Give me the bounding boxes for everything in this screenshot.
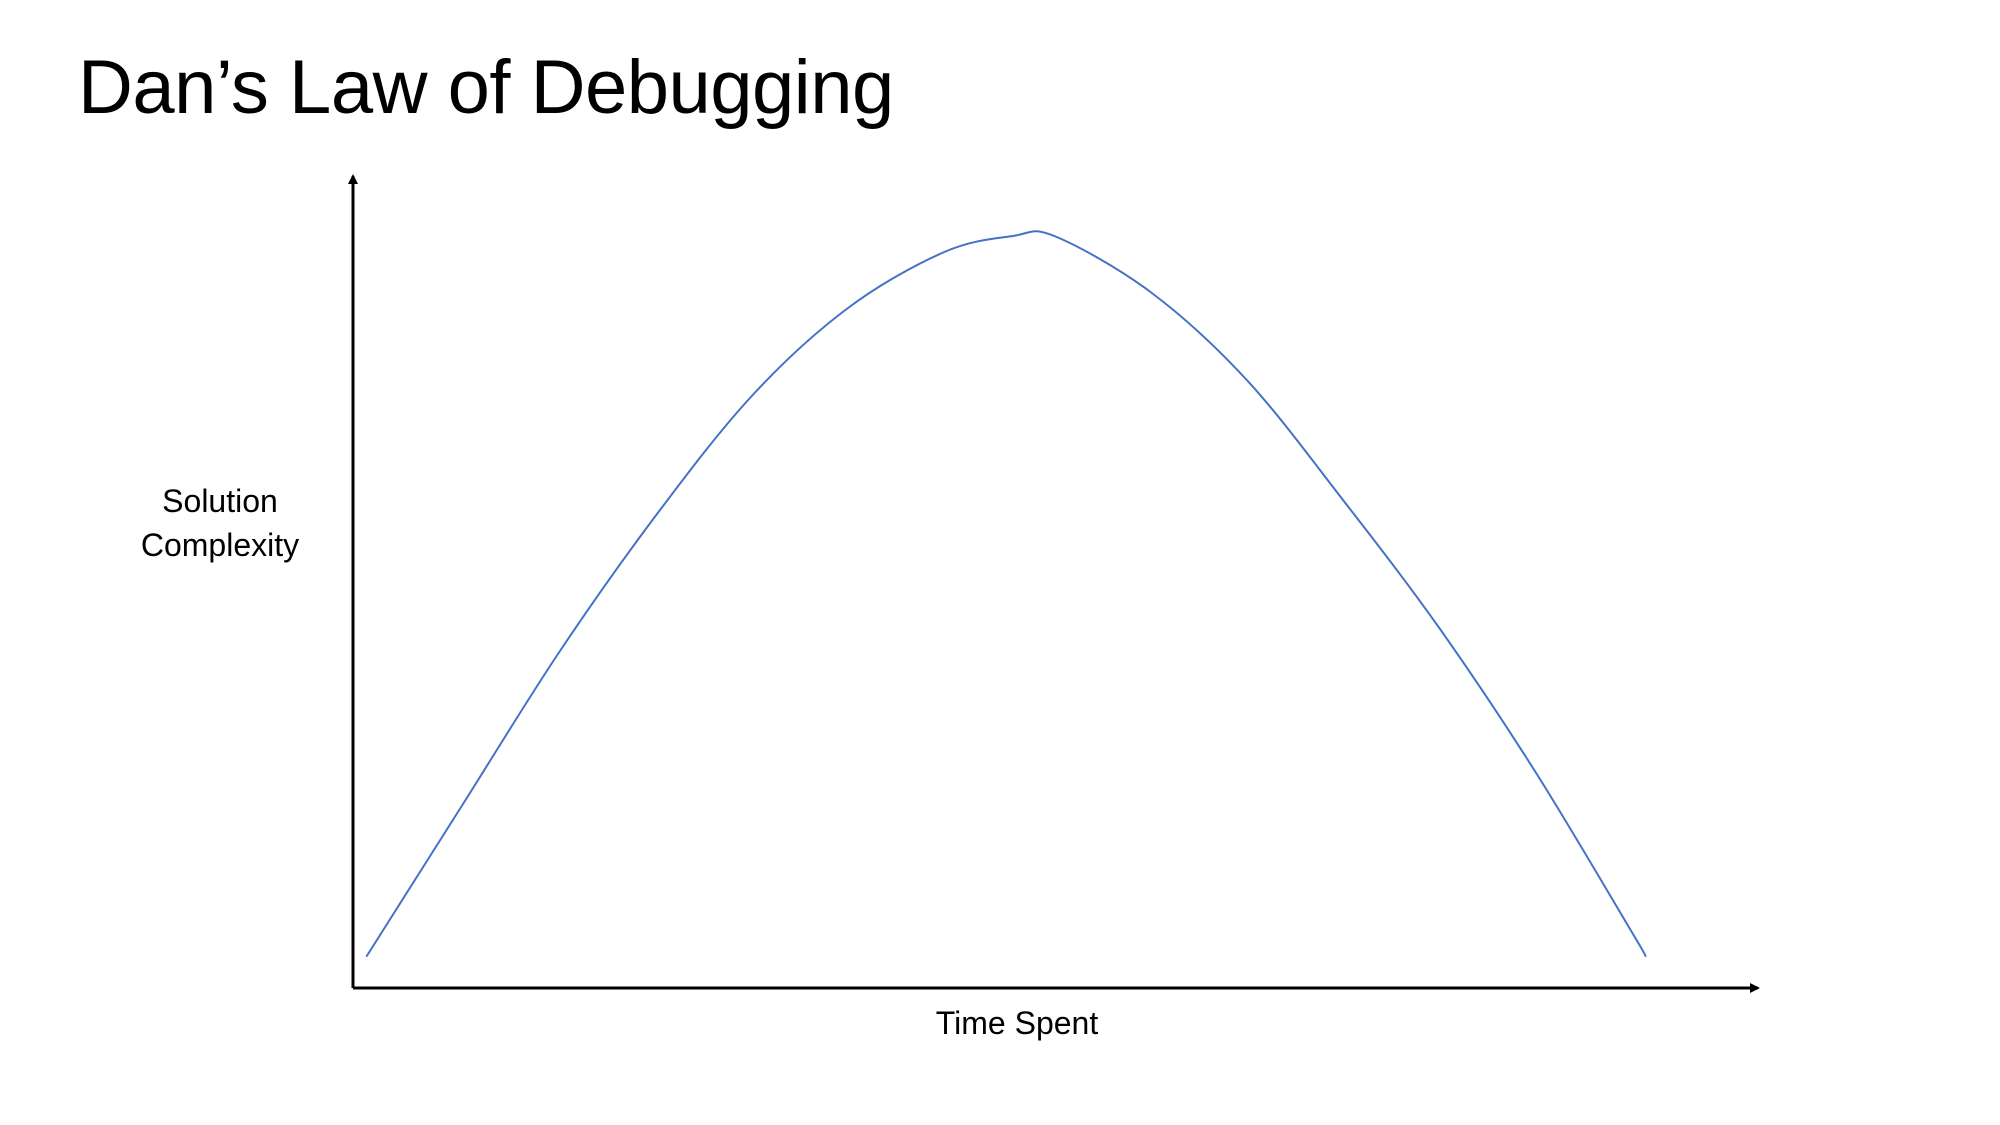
series-line-0 [365,230,1647,957]
slide-title: Dan’s Law of Debugging [78,45,894,130]
y-axis-label-line-2: Complexity [141,527,299,563]
series-layer [365,230,1647,957]
x-axis-label: Time Spent [936,1005,1099,1041]
y-axis-label-line-1: Solution [162,483,278,519]
